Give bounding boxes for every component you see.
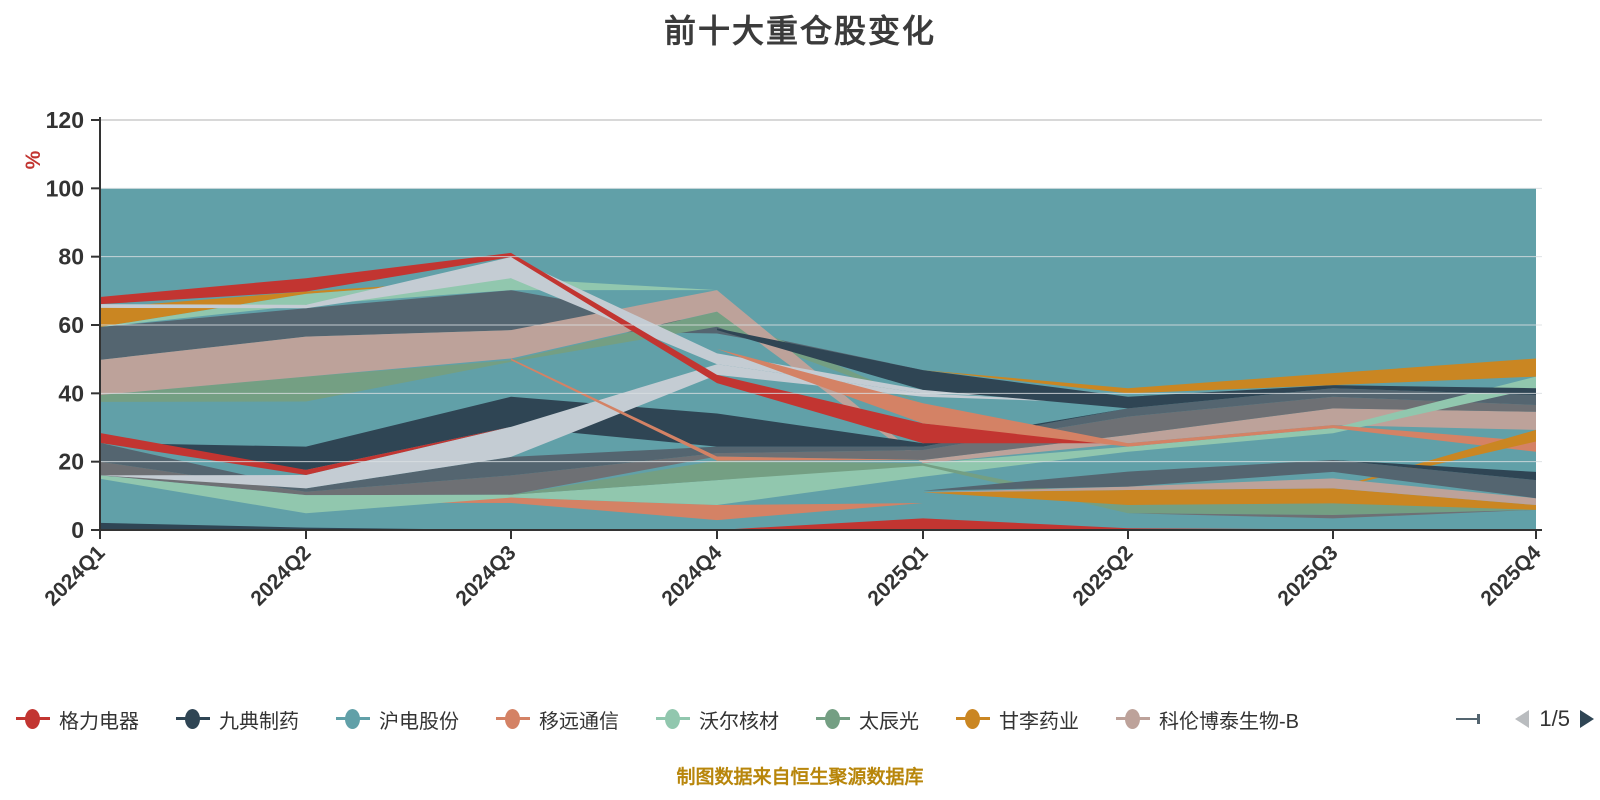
legend-dot-icon: [505, 709, 520, 729]
area-band-gray-band: [100, 396, 1536, 496]
x-axis-label-2025Q4: 2025Q4: [1476, 541, 1545, 610]
x-axis-label-2024Q4: 2024Q4: [657, 541, 726, 610]
area-band-slate-band: [100, 388, 1536, 492]
legend-item-甘李药业[interactable]: 甘李药业: [956, 705, 1079, 734]
area-band-salmon-mid: [717, 348, 1536, 452]
x-axis-label-2025Q3: 2025Q3: [1273, 541, 1342, 610]
y-axis-unit-label: %: [22, 150, 45, 169]
legend-item-九典制药[interactable]: 九典制药: [176, 705, 299, 734]
legend-item-太辰光[interactable]: 太辰光: [816, 705, 919, 734]
legend-series-icon: [176, 707, 210, 731]
area-band-orange-lower-right: [923, 488, 1536, 510]
y-axis-label-0: 0: [71, 517, 84, 543]
legend-item-沪电股份[interactable]: 沪电股份: [336, 705, 459, 734]
legend-item-移远通信[interactable]: 移远通信: [496, 705, 619, 734]
legend-overflow-stub[interactable]: [1456, 704, 1482, 734]
legend-item-label: 太辰光: [859, 710, 919, 733]
legend-dot-icon: [665, 709, 680, 729]
area-band-lightgreen-band: [100, 376, 1536, 514]
stacked-area-chart: 0 20 40 60 80 100 120 2024Q1 2024Q2 2024Q3 2024Q4 2…: [22, 107, 1546, 610]
area-band-orange-upper-left: [100, 278, 511, 328]
legend-dot-icon: [1125, 709, 1140, 729]
area-band-red-bottom-right: [717, 518, 1536, 530]
x-axis-label-2025Q2: 2025Q2: [1068, 541, 1137, 610]
area-band-slate-lower-right: [923, 459, 1536, 499]
legend-item-label: 沪电股份: [379, 710, 459, 733]
area-band-navy-right: [717, 328, 1536, 409]
x-axis-label-2024Q3: 2024Q3: [451, 541, 520, 610]
area-band-lightgray-lower: [100, 364, 1128, 489]
legend-item-label: 移远通信: [539, 710, 619, 733]
y-axis-label-120: 120: [46, 107, 84, 133]
legend-pager-text: 1/5: [1539, 706, 1570, 731]
x-axis-label-2024Q2: 2024Q2: [246, 541, 315, 610]
area-band-navy-mid: [100, 396, 1128, 470]
legend-series-icon: [816, 707, 850, 731]
area-band-navy-bottom-left: [100, 522, 511, 530]
legend-dot-icon: [345, 709, 360, 729]
legend-series-icon: [496, 707, 530, 731]
legend-pager: 1/5: [1515, 704, 1594, 734]
area-band-gray-sliver-right: [1128, 509, 1536, 519]
legend-series-icon: [956, 707, 990, 731]
y-axis-label-40: 40: [58, 380, 84, 406]
legend-item-label: 科伦博泰生物-B: [1159, 710, 1299, 733]
x-axis-label-2024Q1: 2024Q1: [40, 541, 109, 610]
legend-item-label: 九典制药: [219, 710, 299, 733]
legend-dot-icon: [25, 709, 40, 729]
area-band-green-mid-left: [100, 311, 923, 404]
legend-series-icon: [656, 707, 690, 731]
chart-footer: 制图数据来自恒生聚源数据库: [676, 767, 924, 788]
y-axis-label-80: 80: [58, 244, 84, 270]
y-axis-label-20: 20: [58, 449, 84, 475]
legend-item-label: 格力电器: [59, 710, 139, 733]
legend-series-icon: [336, 707, 370, 731]
legend-item-格力电器[interactable]: 格力电器: [16, 705, 139, 734]
legend-item-label: 沃尔核材: [699, 710, 779, 733]
area-band-salmon-bottom: [306, 497, 923, 521]
legend-series-icon: [1116, 707, 1150, 731]
y-axis-label-60: 60: [58, 312, 84, 338]
legend-dot-icon: [185, 709, 200, 729]
y-axis-label-100: 100: [46, 175, 84, 201]
area-band-navy-lower-right: [1333, 459, 1536, 481]
area-band-orange-top-right: [923, 358, 1536, 394]
legend-next-icon[interactable]: [1580, 710, 1594, 728]
area-band-red-lower-left: [100, 426, 511, 475]
legend-dot-icon: [825, 709, 840, 729]
legend-prev-icon[interactable]: [1515, 710, 1530, 728]
legend-item-沃尔核材[interactable]: 沃尔核材: [656, 705, 779, 734]
x-axis-label-2025Q1: 2025Q1: [863, 541, 932, 610]
legend-item-科伦博泰生物-B[interactable]: 科伦博泰生物-B: [1116, 705, 1299, 734]
legend-series-icon: [16, 707, 50, 731]
chart-title: 前十大重仓股变化: [663, 13, 936, 49]
legend-dot-icon: [965, 709, 980, 729]
area-band-pink-lower-right: [923, 478, 1536, 506]
legend-item-label: 甘李药业: [999, 710, 1079, 733]
legend: 格力电器 九典制药 沪电股份 移远通信 沃尔核材 太辰光 甘李药业 科伦博泰生物-B: [16, 704, 1336, 734]
legend-stub-line-icon: [1456, 718, 1478, 720]
legend-stub-bar-icon: [1477, 714, 1480, 724]
